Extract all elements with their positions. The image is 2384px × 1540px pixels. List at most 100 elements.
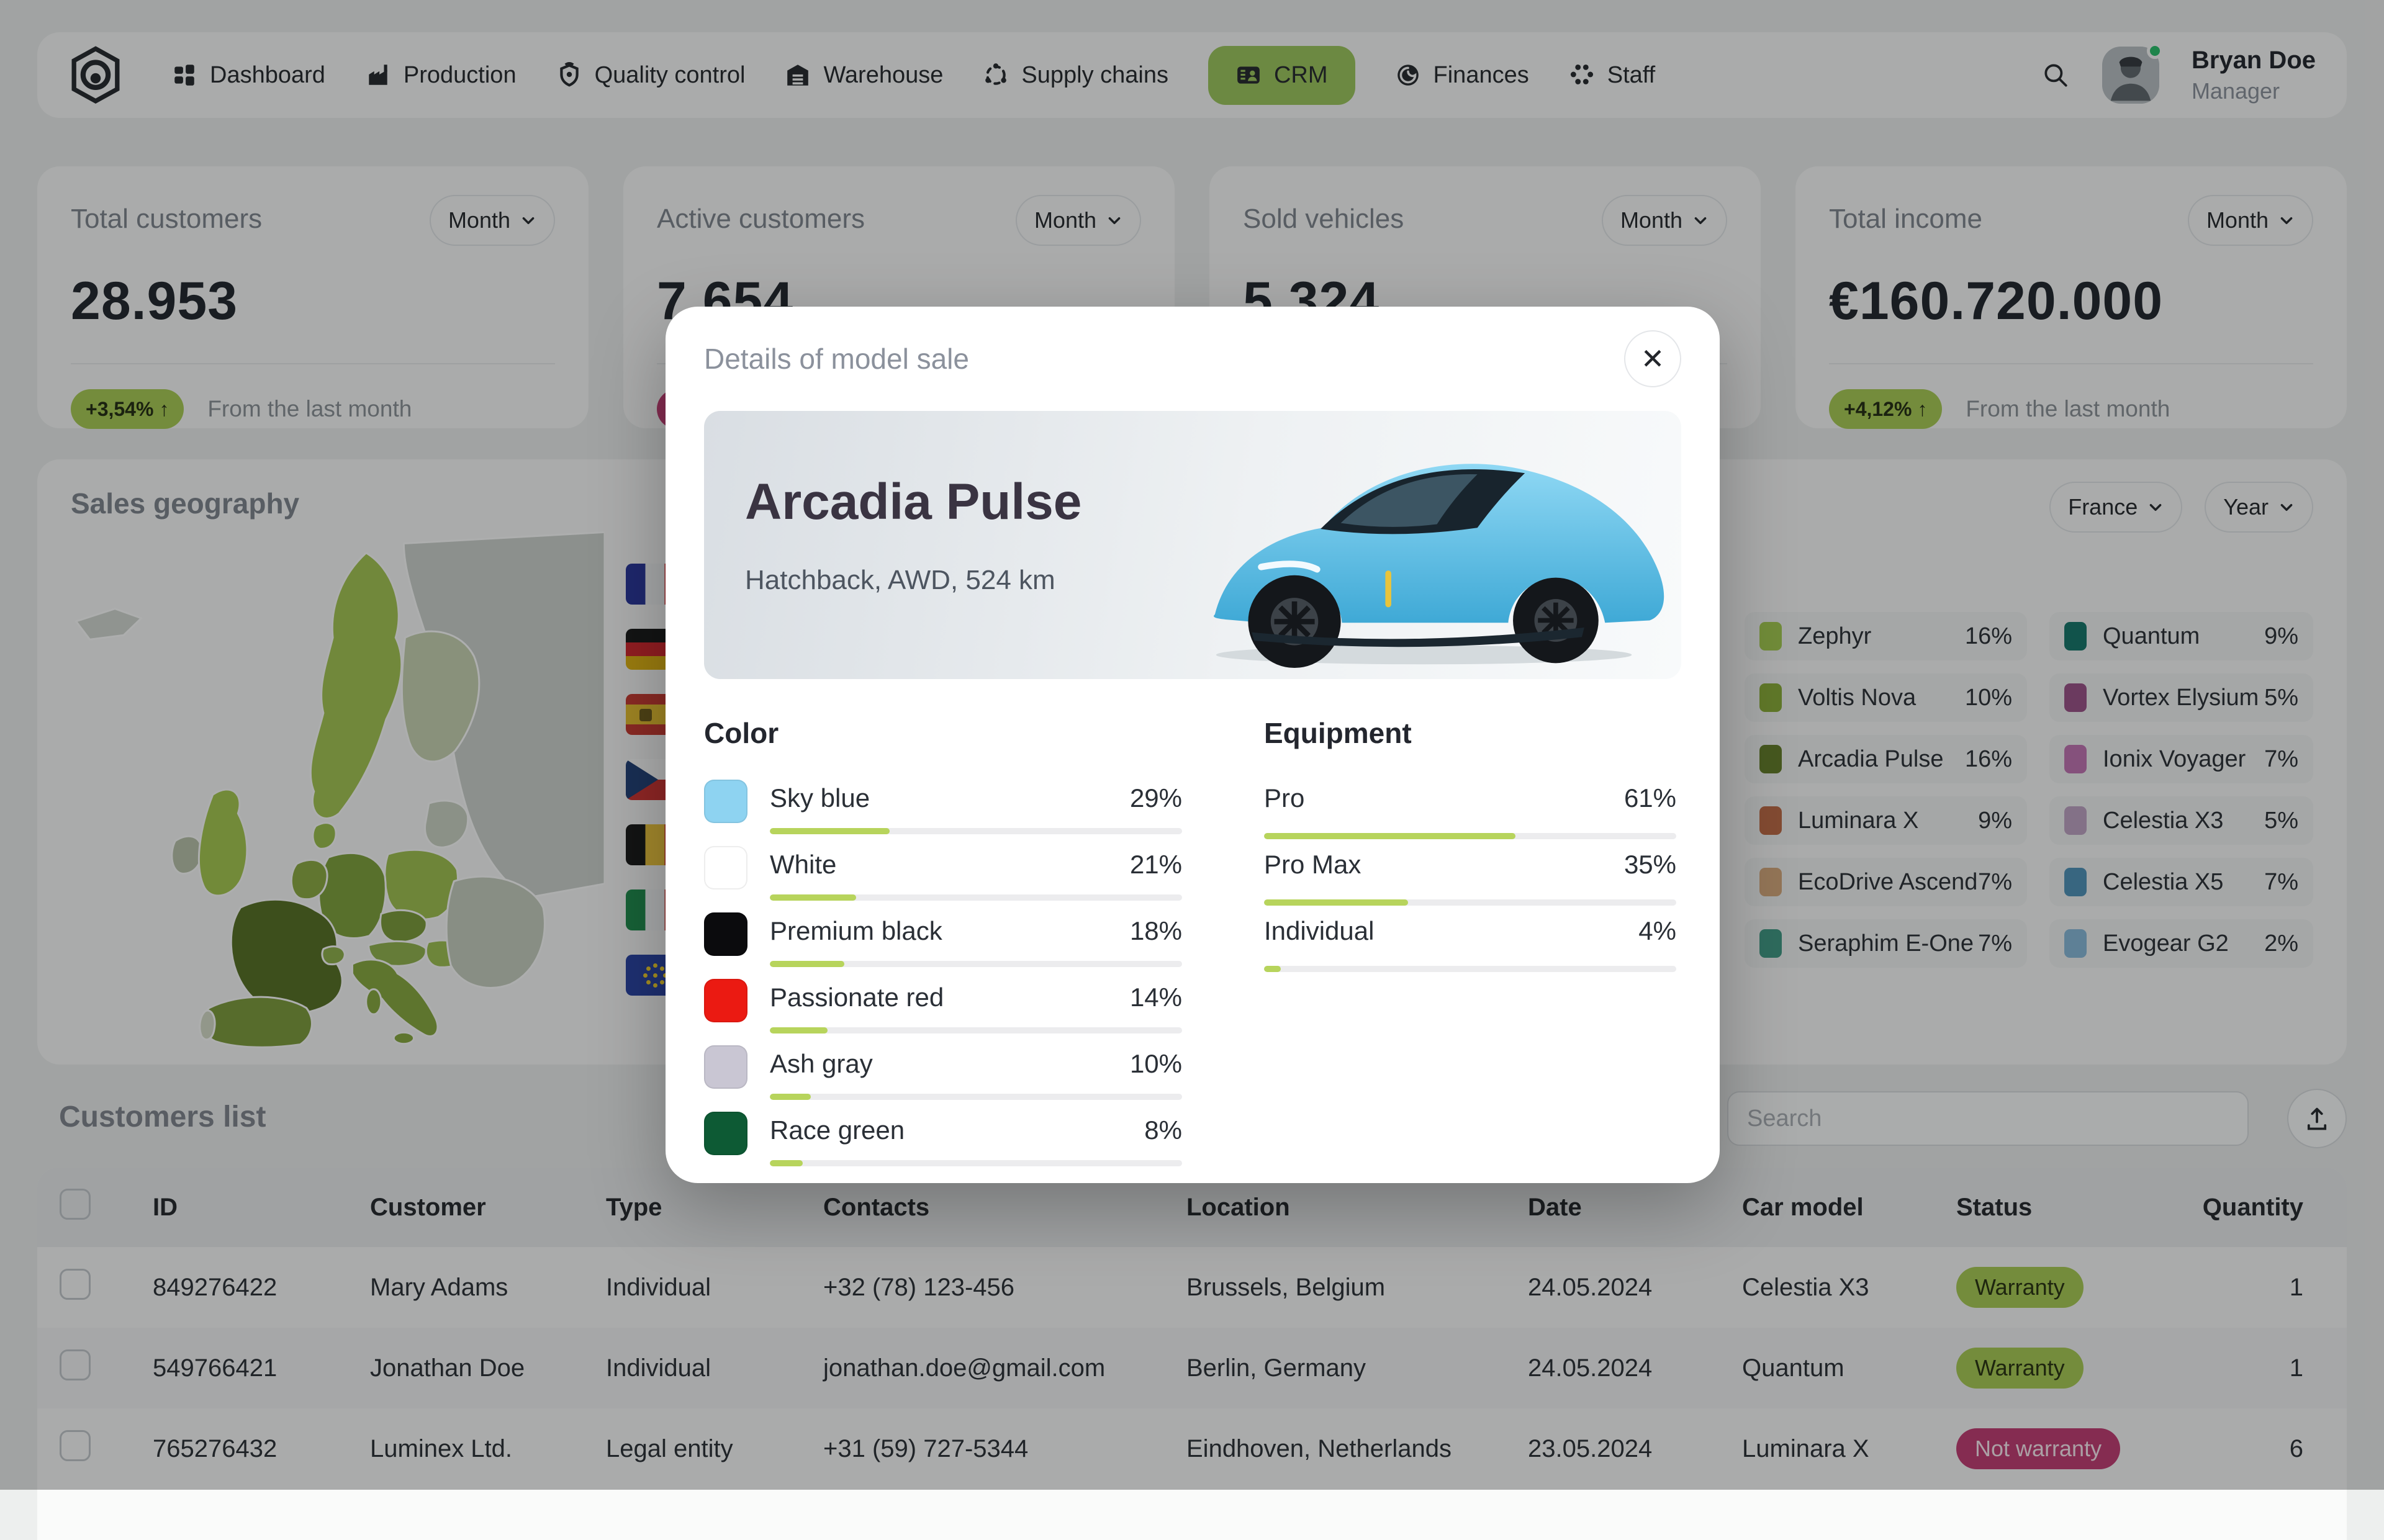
equipment-label: Pro Max: [1264, 850, 1361, 879]
legend-pct: 2%: [2264, 930, 2298, 957]
period-dropdown[interactable]: Month: [1601, 195, 1727, 246]
trend-note: From the last month: [207, 396, 412, 421]
equipment-section-title: Equipment: [1264, 717, 1412, 749]
export-button[interactable]: [2287, 1089, 2347, 1148]
color-label: Race green: [770, 1115, 905, 1145]
period-dropdown[interactable]: Month: [1015, 195, 1141, 246]
app-logo-icon[interactable]: [68, 45, 123, 105]
period-dropdown[interactable]: Month: [2187, 195, 2313, 246]
legend-pct: 5%: [2264, 684, 2298, 711]
cell-location: Berlin, Germany: [1186, 1354, 1366, 1382]
period-label: Month: [1620, 207, 1682, 233]
legend-item-ecodrive-ascend[interactable]: EcoDrive Ascend 7%: [1745, 858, 2027, 906]
col-header-location: Location: [1186, 1193, 1290, 1221]
cell-contacts: +32 (78) 123-456: [823, 1273, 1015, 1301]
row-checkbox[interactable]: [60, 1349, 91, 1380]
table-row[interactable]: 549766421 Jonathan Doe Individual jonath…: [37, 1328, 2347, 1408]
user-role: Manager: [2191, 78, 2280, 104]
status-badge: Not warranty: [1956, 1428, 2121, 1469]
country-dropdown[interactable]: France: [2049, 482, 2183, 533]
legend-item-seraphim-e-one[interactable]: Seraphim E-One 7%: [1745, 919, 2027, 968]
nav-item-warehouse[interactable]: Warehouse: [785, 62, 943, 89]
legend-item-celestia-x3[interactable]: Celestia X3 5%: [2049, 796, 2313, 845]
cell-type: Individual: [606, 1354, 711, 1382]
legend-item-luminara-x[interactable]: Luminara X 9%: [1745, 796, 2027, 845]
year-dropdown[interactable]: Year: [2205, 482, 2313, 533]
color-label: White: [770, 850, 837, 879]
legend-swatch: [2064, 745, 2087, 773]
model-sale-details-modal: Details of model sale ✕ Arcadia Pulse Ha…: [666, 307, 1720, 1183]
nav-item-crm[interactable]: CRM: [1208, 45, 1355, 105]
stat-value: €160.720.000: [1829, 271, 2164, 331]
nav-item-staff[interactable]: Staff: [1569, 62, 1655, 89]
top-nav: Dashboard Production Quality control War…: [37, 32, 2347, 118]
dashboard-icon: [171, 62, 197, 88]
stat-card-total-income: Total income Month €160.720.000 +4,12% ↑…: [1795, 166, 2347, 429]
col-header-status: Status: [1956, 1193, 2033, 1221]
nav-right: Bryan Doe Manager: [2041, 43, 2316, 104]
legend-item-zephyr[interactable]: Zephyr 16%: [1745, 612, 2027, 660]
equipment-pct: 35%: [1623, 850, 1676, 879]
col-header-contacts: Contacts: [823, 1193, 930, 1221]
chevron-down-icon: [522, 217, 535, 225]
legend-item-quantum[interactable]: Quantum 9%: [2049, 612, 2313, 660]
legend-item-voltis-nova[interactable]: Voltis Nova 10%: [1745, 673, 2027, 722]
table-row[interactable]: 849276422 Mary Adams Individual +32 (78)…: [37, 1247, 2347, 1328]
nav-item-quality-control[interactable]: Quality control: [556, 62, 745, 89]
legend-swatch: [2064, 929, 2087, 958]
section-title: Sales geography: [71, 487, 300, 520]
row-checkbox[interactable]: [60, 1269, 91, 1300]
col-header-id: ID: [153, 1193, 178, 1221]
legend-swatch: [2064, 806, 2087, 835]
legend-pct: 9%: [1978, 807, 2012, 834]
cell-id: 849276422: [153, 1273, 278, 1301]
chevron-down-icon: [2280, 217, 2293, 225]
color-swatch: [704, 912, 747, 956]
cell-customer: Luminex Ltd.: [370, 1434, 513, 1462]
car-model-legend: Zephyr 16% Quantum 9% Voltis Nova 10% Vorte…: [1745, 612, 2313, 968]
car-image: [1214, 464, 1664, 668]
nav-item-dashboard[interactable]: Dashboard: [171, 62, 325, 89]
period-label: Month: [1034, 207, 1096, 233]
color-item-premium-black: Premium black 18%: [704, 912, 1182, 967]
cell-id: 765276432: [153, 1434, 278, 1462]
nav-item-finances[interactable]: Finances: [1395, 62, 1529, 89]
legend-item-vortex-elysium[interactable]: Vortex Elysium 5%: [2049, 673, 2313, 722]
trend-badge: +4,12% ↑: [1829, 389, 1943, 429]
period-dropdown[interactable]: Month: [429, 195, 555, 246]
color-pct: 29%: [1129, 783, 1182, 813]
customers-list-title: Customers list: [59, 1101, 266, 1133]
legend-item-arcadia-pulse[interactable]: Arcadia Pulse 16%: [1745, 735, 2027, 783]
legend-item-ionix-voyager[interactable]: Ionix Voyager 7%: [2049, 735, 2313, 783]
supply-chain-icon: [983, 62, 1009, 88]
customers-table: ID Customer Type Contacts Location Date …: [37, 1168, 2347, 1540]
user-avatar[interactable]: [2102, 43, 2163, 104]
cell-car-model: Celestia X3: [1742, 1273, 1869, 1301]
legend-item-celestia-x5[interactable]: Celestia X5 7%: [2049, 858, 2313, 906]
equipment-item-individual: Individual 4%: [1264, 912, 1676, 972]
search-icon[interactable]: [2041, 61, 2070, 89]
nav-item-supply-chains[interactable]: Supply chains: [983, 62, 1168, 89]
row-checkbox[interactable]: [60, 1430, 91, 1461]
progress-fill: [1264, 966, 1281, 972]
close-button[interactable]: ✕: [1624, 330, 1681, 387]
car-name: Arcadia Pulse: [745, 474, 1082, 530]
nav-item-label: Finances: [1433, 61, 1529, 88]
color-label: Premium black: [770, 916, 942, 945]
table-search-input[interactable]: [1727, 1091, 2249, 1146]
nav-item-production[interactable]: Production: [365, 62, 517, 89]
europe-map[interactable]: [52, 529, 605, 1050]
stat-title: Total customers: [71, 204, 263, 234]
color-pct: 14%: [1129, 983, 1182, 1012]
col-header-quantity: Quantity: [2202, 1193, 2303, 1221]
legend-item-evogear-g2[interactable]: Evogear G2 2%: [2049, 919, 2313, 968]
select-all-checkbox[interactable]: [60, 1189, 91, 1220]
equipment-pct: 4%: [1638, 916, 1676, 945]
equipment-label: Pro: [1264, 783, 1305, 813]
modal-title: Details of model sale: [704, 343, 969, 375]
equipment-item-pro: Pro 61%: [1264, 780, 1676, 839]
table-row[interactable]: 765276432 Luminex Ltd. Legal entity +31 …: [37, 1408, 2347, 1489]
legend-pct: 7%: [2264, 868, 2298, 895]
stat-card-total-customers: Total customers Month 28.953 +3,54% ↑ Fr…: [37, 166, 589, 429]
